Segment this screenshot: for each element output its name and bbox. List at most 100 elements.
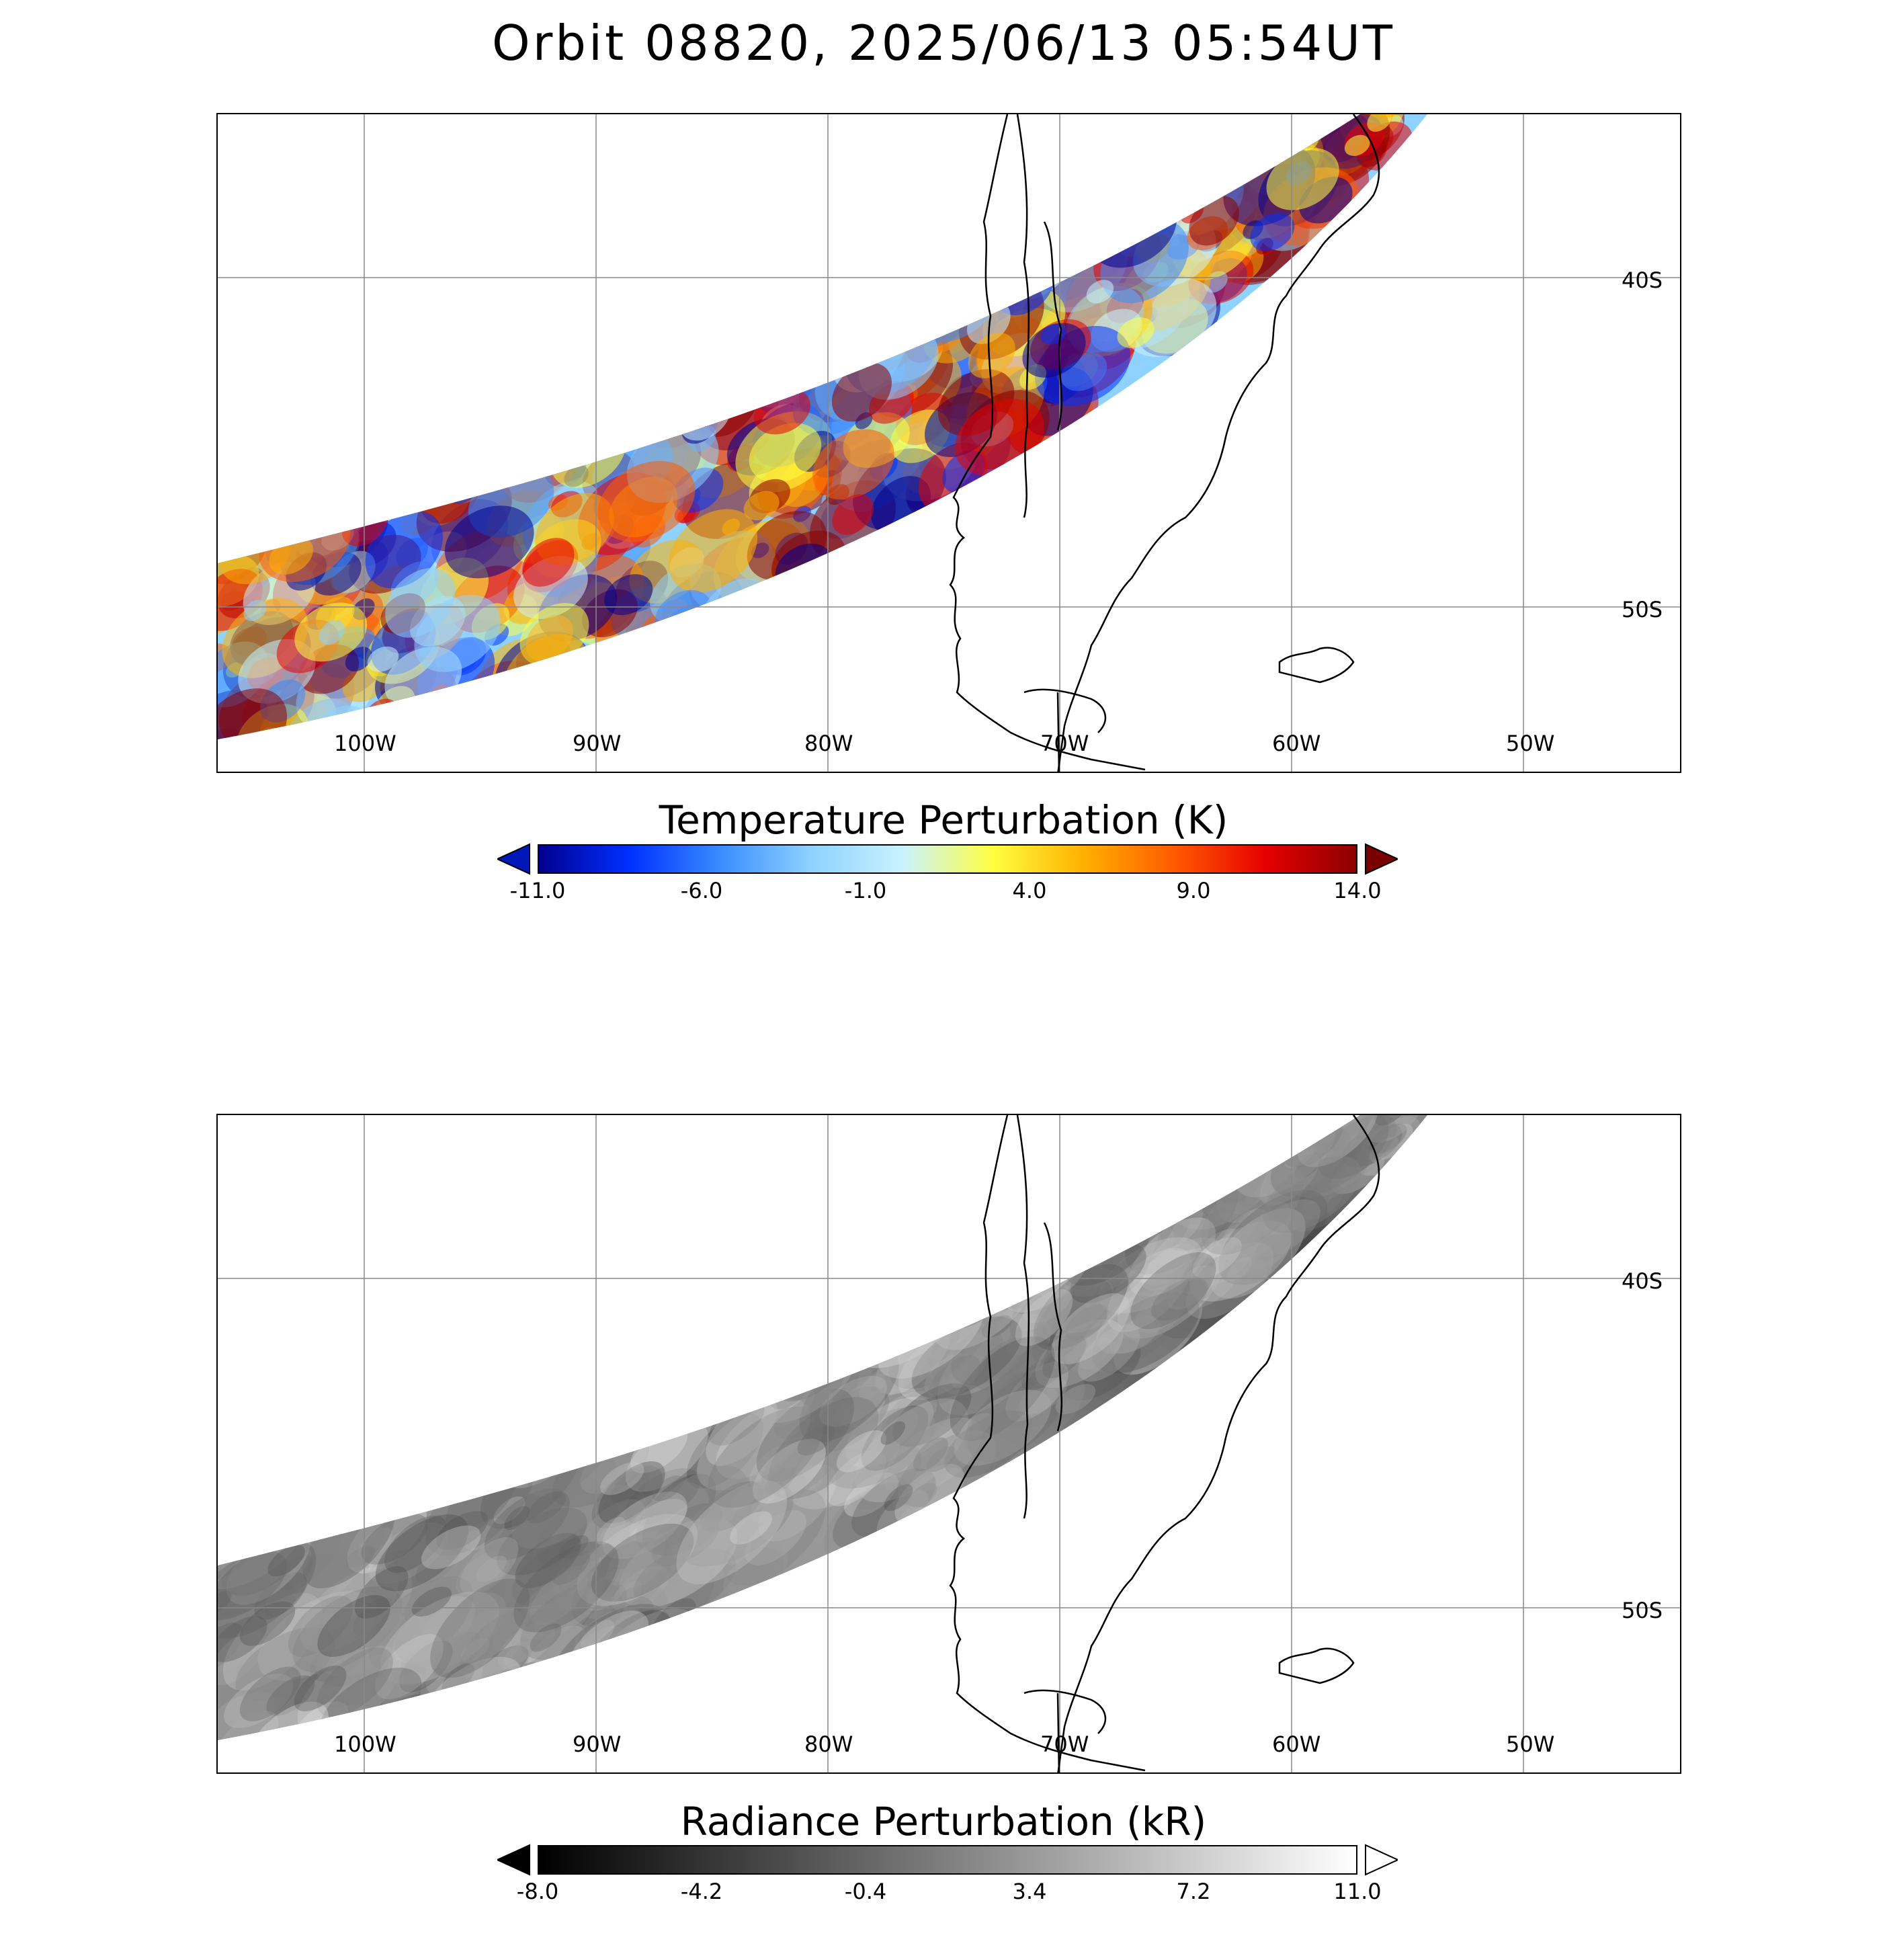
lon-label-100w: 100W (334, 731, 396, 756)
coastline (949, 114, 1146, 771)
radiance-cell (1344, 1115, 1427, 1157)
radiance-cell (580, 1619, 615, 1651)
radiance-cell (1185, 1242, 1274, 1319)
radiance-cell (1263, 1155, 1361, 1233)
radiance-cell (884, 1484, 913, 1512)
radiance-cell (1120, 1227, 1175, 1276)
radiance-cell (497, 1507, 587, 1576)
radiance-cell (1331, 1149, 1385, 1194)
radiance-cell (1003, 1336, 1120, 1427)
radiance-cell (218, 1710, 279, 1740)
radiance-cell (611, 1469, 651, 1504)
radiance-cell (321, 1592, 364, 1629)
radiance-cell (266, 1675, 315, 1716)
lon-label-60w: 60W (1272, 731, 1321, 756)
radiance-cell (773, 1388, 837, 1439)
radiance-cell (625, 1422, 708, 1492)
radiance-cell (937, 1313, 1051, 1416)
radiance-cell (859, 1373, 886, 1399)
radiance-cell (267, 1545, 305, 1577)
radiance-cell (749, 1443, 801, 1489)
radiance-cell (558, 1535, 589, 1559)
radiance-cell (415, 1543, 460, 1584)
radiance-cell (513, 1541, 619, 1633)
coastline (1043, 1222, 1063, 1432)
radiance-cell (806, 1387, 890, 1453)
radiance-cell (551, 1550, 590, 1585)
radiance-cell (1294, 1152, 1323, 1179)
temperature-colorbar-tick-label: -6.0 (680, 878, 723, 903)
radiance-cell (697, 1398, 810, 1491)
radiance-cell (1193, 1223, 1261, 1287)
temperature-cell (743, 372, 769, 397)
radiance-cell (800, 1392, 829, 1420)
radiance-cell (1282, 1157, 1322, 1194)
radiance-cell (913, 1437, 948, 1471)
radiance-cell (1259, 1168, 1337, 1235)
radiance-cell (413, 1592, 506, 1669)
radiance-colorbar-tick-label: -4.2 (680, 1879, 723, 1904)
radiance-cell (722, 1489, 826, 1586)
radiance-cell (768, 1386, 814, 1427)
radiance-cell (863, 1391, 937, 1451)
temperature-colorbar-gradient (538, 844, 1357, 874)
lon-label-70w: 70W (1040, 1731, 1089, 1757)
temperature-cell (243, 600, 267, 621)
radiance-cell (654, 1503, 722, 1557)
radiance-cell (317, 1595, 390, 1657)
radiance-cell (347, 1500, 427, 1574)
radiance-cell (906, 1483, 937, 1510)
radiance-cell (421, 1525, 481, 1569)
radiance-cell (851, 1468, 936, 1538)
radiance-cell (239, 1666, 301, 1721)
radiance-cell (526, 1491, 566, 1524)
radiance-cell (218, 1616, 267, 1662)
radiance-cell (1070, 1243, 1146, 1303)
radiance-cell (844, 1472, 898, 1517)
radiance-cell (1078, 1324, 1140, 1382)
radiance-cell (434, 1710, 467, 1736)
radiance-cell (974, 1337, 1030, 1390)
radiance-cell (708, 1406, 823, 1508)
radiance-cell (265, 1594, 295, 1617)
colorbar-low-arrow (497, 1844, 530, 1876)
radiance-cell (833, 1483, 909, 1549)
radiance-cell (1222, 1209, 1269, 1252)
radiance-cell (797, 1424, 835, 1456)
radiance-cell (997, 1285, 1058, 1344)
colorbar-high-arrow (1365, 843, 1398, 875)
radiance-cell (756, 1389, 854, 1482)
radiance-cell (600, 1462, 644, 1496)
temperature-cell (218, 688, 288, 739)
radiance-cell (442, 1664, 475, 1694)
colorbar-high-arrow (1365, 1844, 1398, 1876)
radiance-cell (436, 1511, 489, 1550)
radiance-cell (876, 1410, 919, 1451)
radiance-cell (476, 1555, 507, 1583)
radiance-colorbar-tick-label: 3.4 (1012, 1879, 1047, 1904)
radiance-cell (392, 1596, 476, 1664)
radiance-cell (530, 1623, 562, 1652)
radiance-cell (1185, 1222, 1261, 1284)
radiance-cell (595, 1516, 626, 1545)
temperature-cell (365, 511, 443, 589)
radiance-cell (706, 1395, 778, 1466)
temperature-cell (1086, 280, 1114, 304)
temperature-map (216, 113, 1681, 773)
coastline (1016, 114, 1030, 518)
radiance-colorbar (497, 1844, 1398, 1876)
radiance-cell (1218, 1190, 1328, 1285)
radiance-cell (536, 1485, 647, 1568)
radiance-cell (730, 1511, 772, 1545)
coastline (1057, 1115, 1380, 1772)
radiance-cell (1029, 1280, 1096, 1337)
radiance-cell (1055, 1384, 1096, 1415)
radiance-cell (676, 1480, 788, 1584)
radiance-cell (1015, 1289, 1073, 1346)
radiance-cell (849, 1444, 922, 1510)
radiance-cell (778, 1464, 825, 1502)
falkland-islands (1278, 647, 1355, 684)
radiance-cell (842, 1391, 886, 1428)
radiance-cell (265, 1520, 370, 1619)
radiance-cell (651, 1514, 720, 1566)
